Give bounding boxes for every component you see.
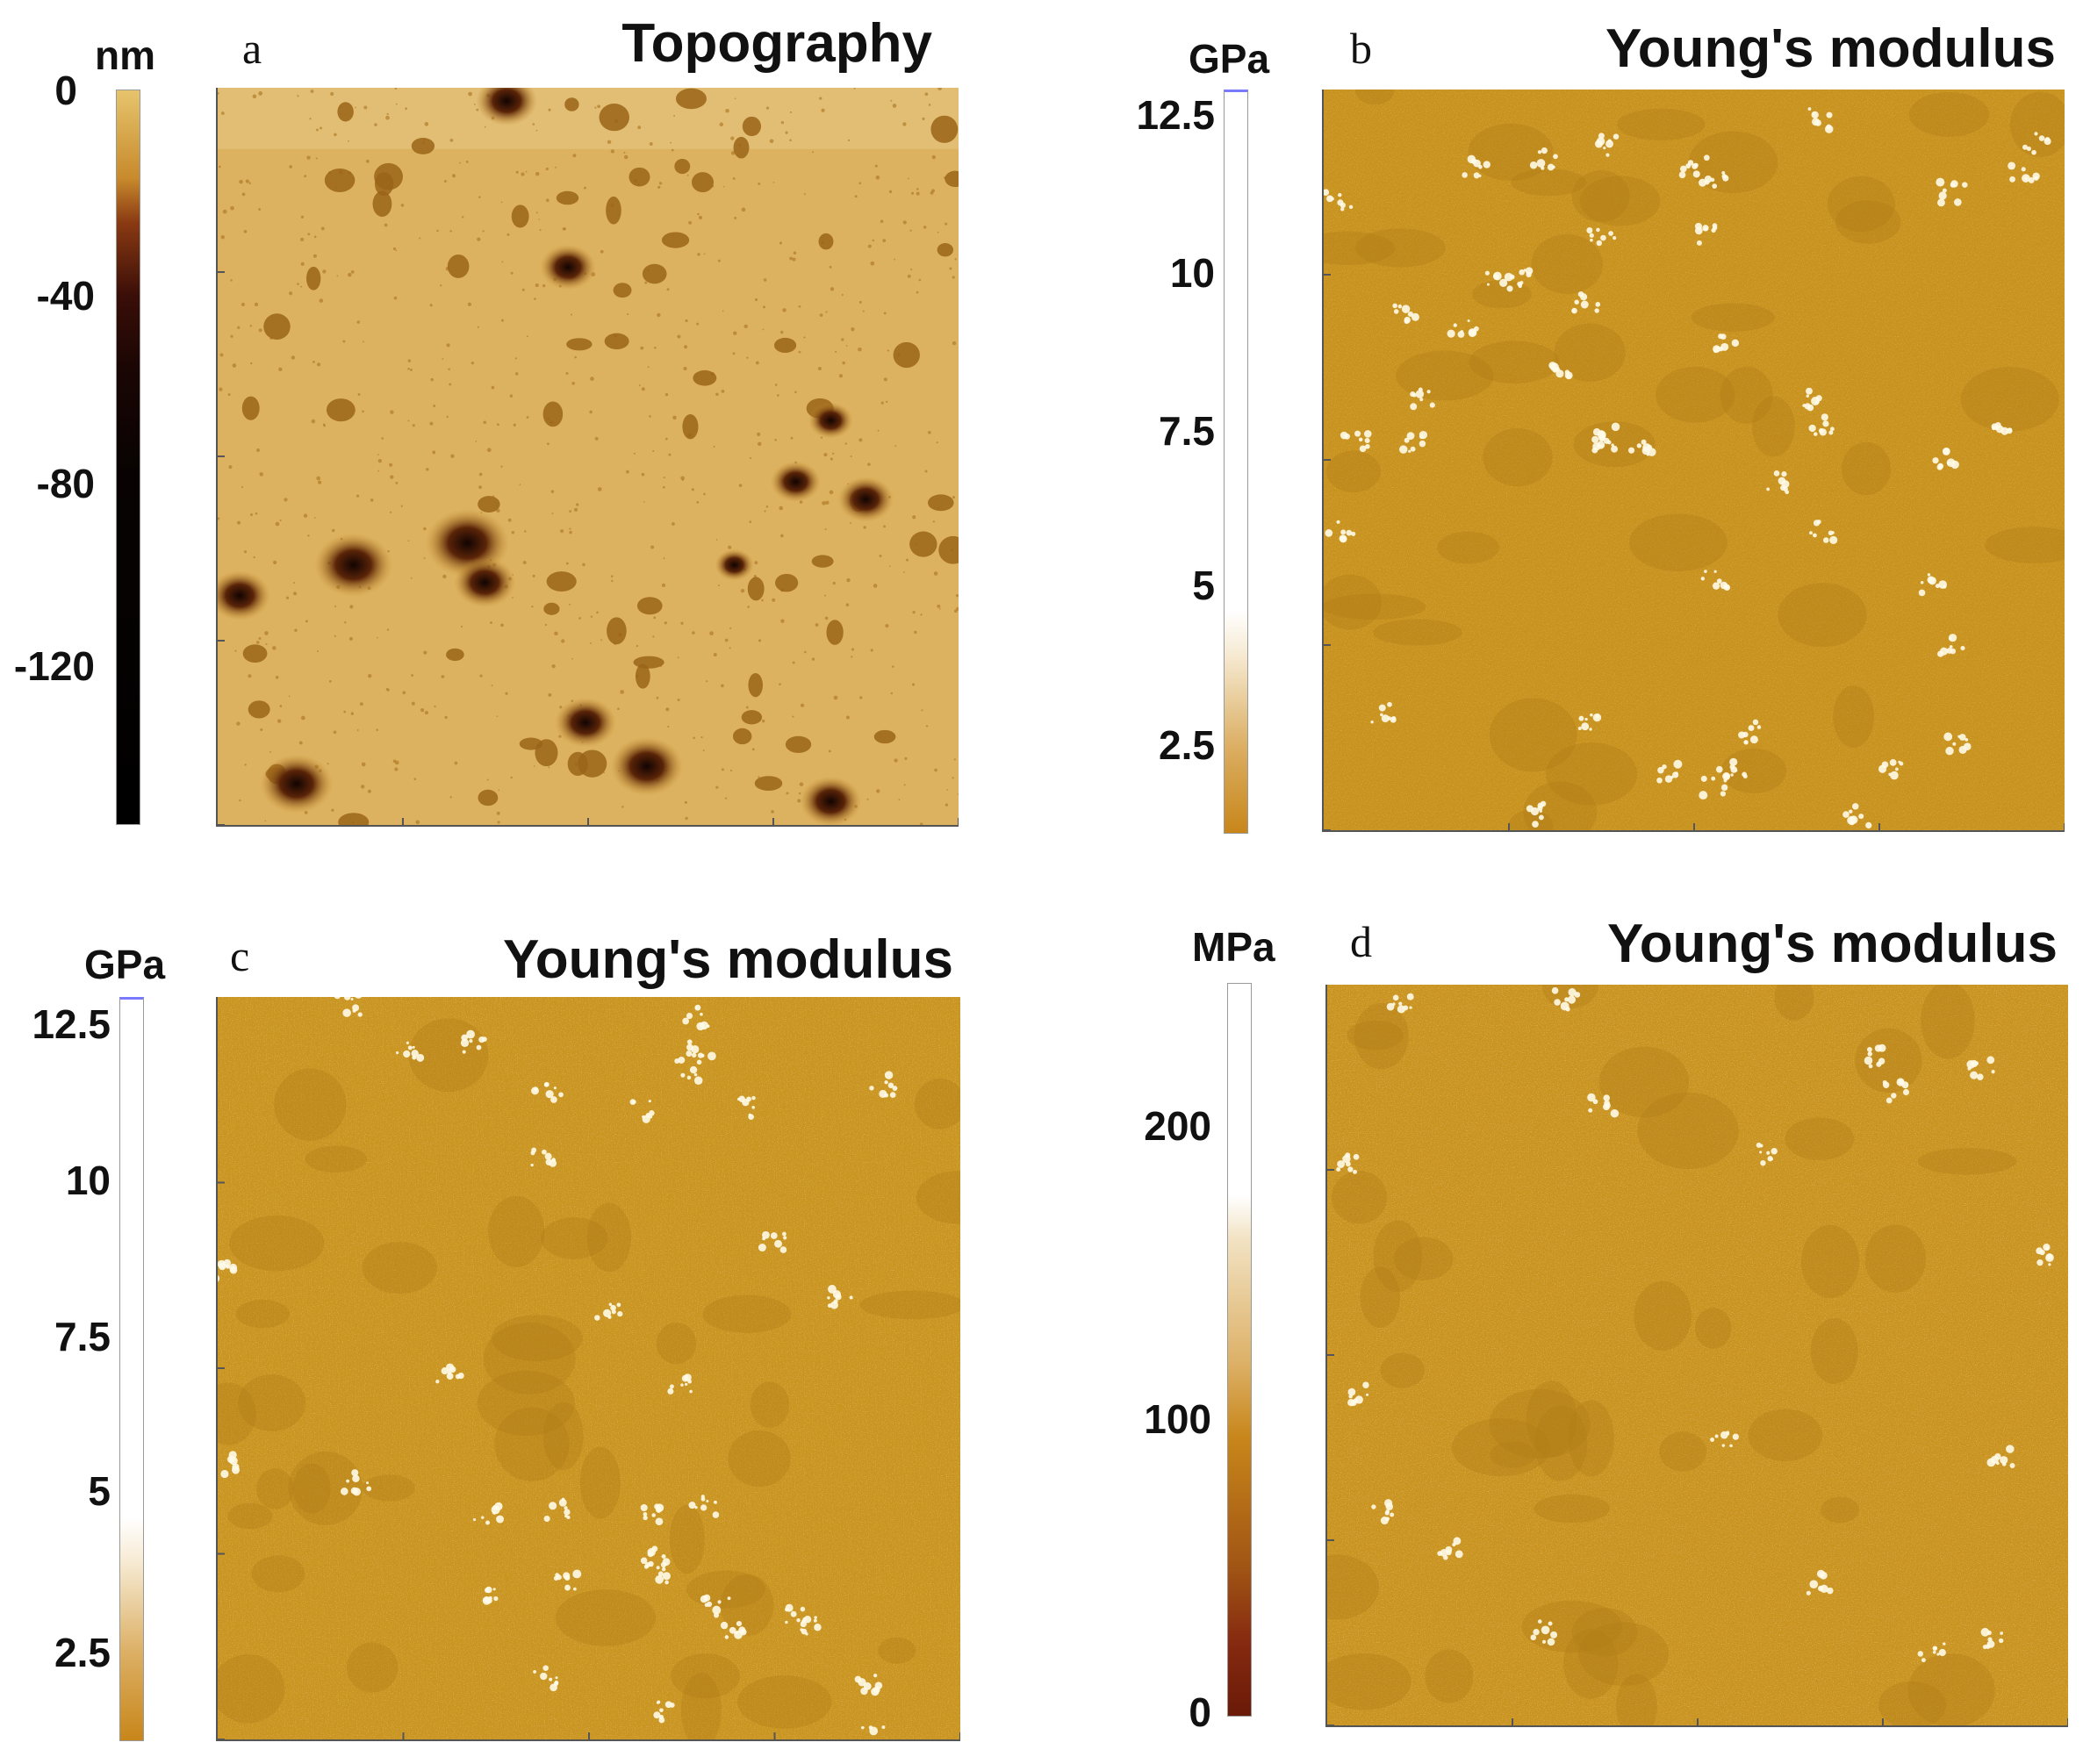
topography-map	[216, 88, 959, 827]
colorbar-unit-a: nm	[95, 32, 155, 78]
colorbar-tick-d-1: 100	[1144, 1396, 1211, 1442]
modulus-map-d	[1325, 985, 2068, 1727]
colorbar-tick-a-3: -120	[13, 643, 95, 689]
colorbar-tick-c-0: 12.5	[32, 1001, 111, 1047]
panel-title-c: Young's modulus	[502, 929, 953, 990]
panel-title-a: Topography	[621, 13, 932, 74]
colorbar-tick-c-4: 2.5	[54, 1630, 111, 1675]
colorbar-tick-b-4: 2.5	[1159, 722, 1215, 768]
colorbar-tick-b-3: 5	[1192, 563, 1215, 608]
colorbar-tick-c-2: 7.5	[54, 1314, 111, 1359]
colorbar-tick-a-0: 0	[54, 68, 77, 113]
colorbar-unit-b: GPa	[1189, 36, 1270, 82]
colorbar-tick-a-1: -40	[36, 273, 95, 319]
panel-title-d: Young's modulus	[1606, 914, 2058, 974]
panel-letter-a: a	[242, 24, 262, 73]
colorbar-unit-c: GPa	[84, 942, 166, 987]
modulus-map-c	[216, 997, 960, 1741]
panel-letter-d: d	[1350, 917, 1372, 966]
colorbar-b	[1224, 90, 1248, 834]
panel-letter-b: b	[1350, 24, 1372, 73]
colorbar-tick-b-0: 12.5	[1136, 92, 1215, 138]
colorbar-a	[116, 90, 140, 825]
colorbar-tick-d-0: 200	[1144, 1103, 1211, 1149]
colorbar-tick-c-3: 5	[88, 1468, 111, 1514]
colorbar-tick-d-2: 0	[1189, 1689, 1211, 1735]
colorbar-tick-c-1: 10	[65, 1158, 111, 1203]
colorbar-c	[119, 997, 144, 1741]
modulus-map-b	[1322, 90, 2065, 832]
colorbar-tick-b-2: 7.5	[1159, 408, 1215, 454]
colorbar-tick-a-2: -80	[36, 461, 95, 506]
panel-title-b: Young's modulus	[1605, 18, 2056, 79]
colorbar-d	[1227, 983, 1252, 1717]
colorbar-tick-b-1: 10	[1169, 250, 1215, 296]
colorbar-unit-d: MPa	[1192, 924, 1275, 970]
panel-letter-c: c	[230, 931, 250, 980]
